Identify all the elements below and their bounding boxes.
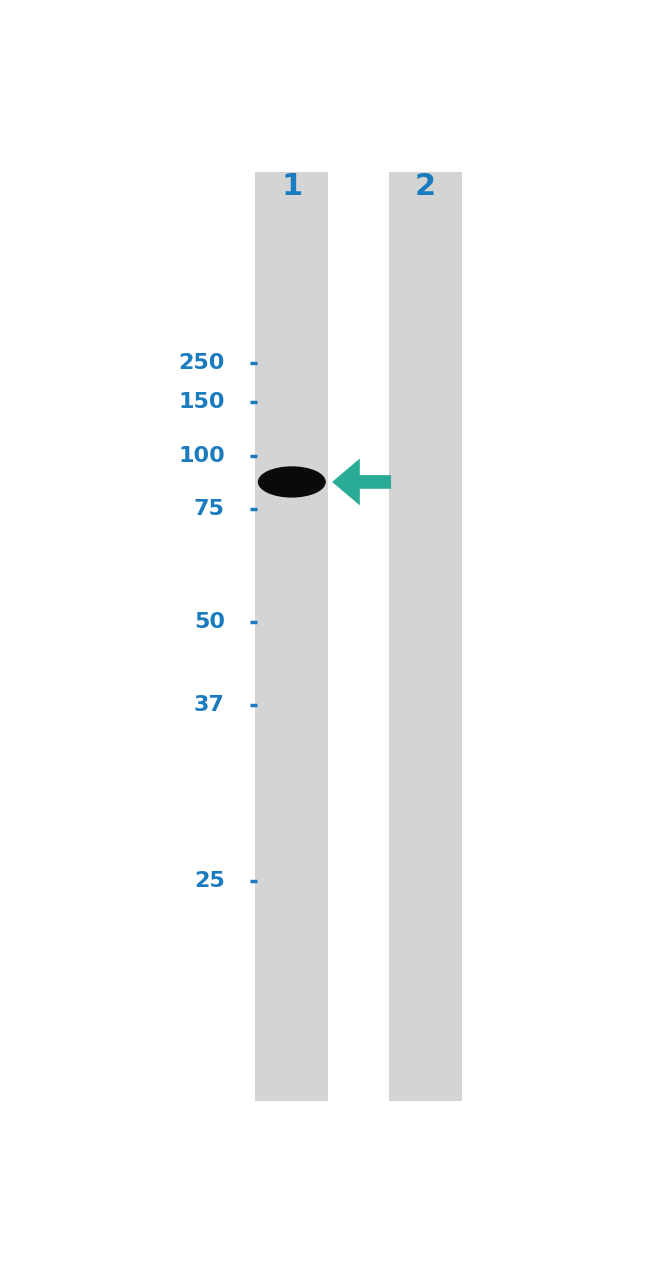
- Text: 250: 250: [179, 353, 225, 372]
- FancyArrow shape: [332, 458, 391, 505]
- Bar: [255, 171, 328, 1101]
- Text: 150: 150: [178, 391, 225, 411]
- Text: 25: 25: [194, 871, 225, 892]
- Text: 75: 75: [194, 499, 225, 519]
- Text: 100: 100: [178, 446, 225, 466]
- Bar: [389, 171, 462, 1101]
- Text: 1: 1: [281, 173, 302, 201]
- Text: 37: 37: [194, 695, 225, 715]
- Text: 50: 50: [194, 612, 225, 631]
- Ellipse shape: [258, 466, 326, 498]
- Text: 2: 2: [415, 173, 436, 201]
